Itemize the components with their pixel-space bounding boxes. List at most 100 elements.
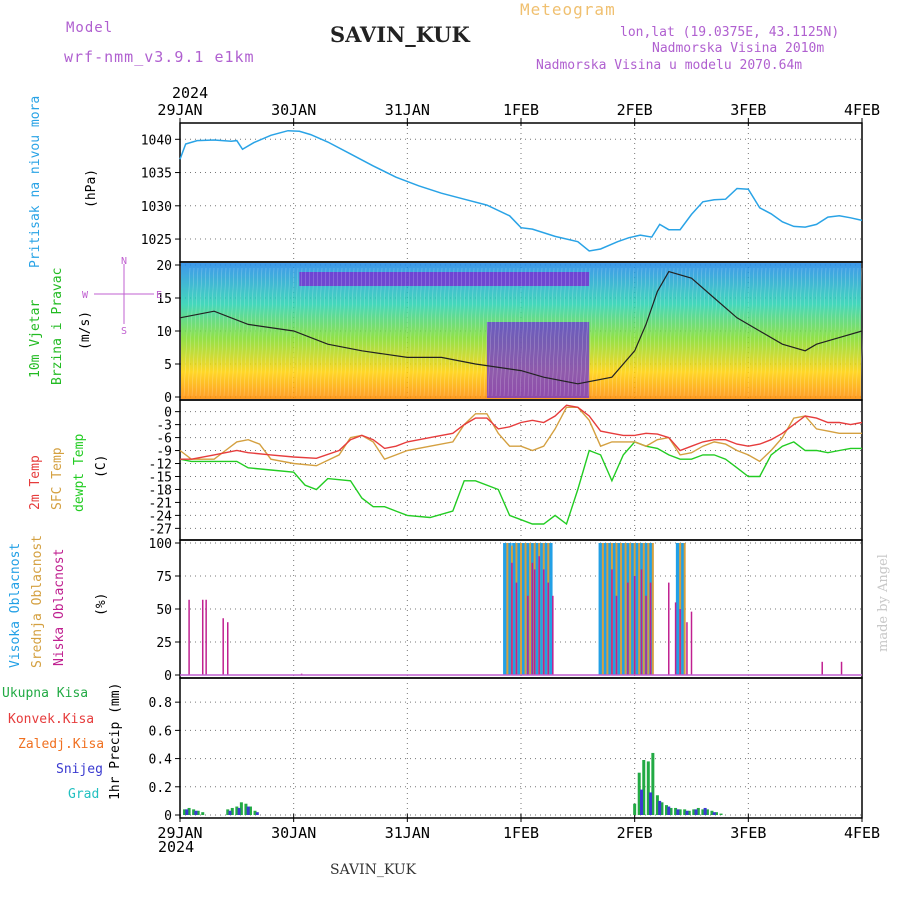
wind-barb (851, 267, 859, 397)
wind-barb (223, 267, 231, 397)
y-tick-label: -27 (149, 522, 172, 537)
wind-barb (631, 267, 639, 397)
wind-barb (215, 267, 223, 397)
wind-barb (791, 267, 799, 397)
wind-barb (391, 267, 399, 397)
wind-barb (755, 267, 763, 397)
station-title: SAVIN_KUK (330, 22, 470, 47)
wind-barb (619, 267, 627, 397)
wind-barb (703, 267, 711, 397)
wind-barb (303, 267, 311, 397)
top-year: 2024 (172, 84, 209, 102)
y-tick-label: 1030 (141, 200, 172, 215)
dewpt-line (179, 441, 862, 526)
legend-ukupna-kisa: Ukupna Kisa (2, 686, 89, 701)
compass-e: E (156, 290, 162, 301)
x-tick-label-bottom: 1FEB (503, 824, 539, 842)
wind-barb (819, 267, 827, 397)
wind-barb (423, 267, 431, 397)
wind-barb (707, 267, 715, 397)
wind-barb (219, 267, 227, 397)
x-tick-label-bottom: 2FEB (617, 824, 653, 842)
wind-barb (859, 267, 867, 397)
wind-barb (807, 267, 815, 397)
compass-n: N (121, 256, 127, 267)
wind-barb (835, 267, 843, 397)
y-tick-label: -18 (149, 483, 172, 498)
wind-barb (671, 267, 679, 397)
wind-barb (243, 267, 251, 397)
wind-barb (195, 267, 203, 397)
wind-barb (183, 267, 191, 397)
wind-barb (279, 267, 287, 397)
wind-barb (775, 267, 783, 397)
model-label: Model (66, 20, 114, 36)
wind-barb (635, 267, 643, 397)
wind-barb (647, 267, 655, 397)
wind-barb (191, 267, 199, 397)
y-tick-label: 20 (156, 259, 172, 274)
wind-band-purple (299, 272, 590, 286)
wind-barb (271, 267, 279, 397)
wind-barb (419, 267, 427, 397)
legend-zaledj-kisa: Zaledj.Kisa (18, 737, 105, 752)
wind-speed-line (179, 270, 863, 385)
wind-barb (359, 267, 367, 397)
wind-barb (679, 267, 687, 397)
wind-barb (551, 267, 559, 397)
wind-barb (599, 267, 607, 397)
wind-barb (655, 267, 663, 397)
wind-barb (211, 267, 219, 397)
wind-barb (823, 267, 831, 397)
wind-barb (351, 267, 359, 397)
model-name: wrf-nmm_v3.9.1 e1km (64, 48, 255, 66)
wind-barb (487, 267, 495, 397)
wind-barb (331, 267, 339, 397)
y-tick-label: 0 (164, 669, 172, 684)
wind-barb (275, 267, 283, 397)
wind-barb (507, 267, 515, 397)
wind-barb (495, 267, 503, 397)
wind-barb (779, 267, 787, 397)
wind-barb (255, 267, 263, 397)
wind-barb (315, 267, 323, 397)
y-tick-label: 50 (156, 603, 172, 618)
y-tick-label: 0 (164, 809, 172, 824)
wind-barb (787, 267, 795, 397)
wind-barb (591, 267, 599, 397)
wind-barb (227, 267, 235, 397)
wind-barb (727, 267, 735, 397)
wind-barb (463, 267, 471, 397)
wind-barb (555, 267, 563, 397)
wind-barb (439, 267, 447, 397)
wind-barb (795, 267, 803, 397)
wind-barb (319, 267, 327, 397)
wind-barb (207, 267, 215, 397)
y-tick-label: 1040 (141, 133, 172, 148)
wind-barb (651, 267, 659, 397)
wind-barb (695, 267, 703, 397)
wind-barb (411, 267, 419, 397)
wind-barb (623, 267, 631, 397)
footer-station: SAVIN_KUK (330, 862, 417, 878)
wind-barb (643, 267, 651, 397)
wind-barb (447, 267, 455, 397)
wind-barb (719, 267, 727, 397)
wind-barb (747, 267, 755, 397)
wind-barb (739, 267, 747, 397)
wind-barb (399, 267, 407, 397)
y-tick-label: -9 (156, 445, 172, 460)
wind-barb (263, 267, 271, 397)
y-tick-label: 0.4 (149, 753, 173, 768)
wind-barb (547, 267, 555, 397)
wind-barb (231, 267, 239, 397)
wind-barb (187, 267, 195, 397)
wind-barb (527, 267, 535, 397)
wind-barb (379, 267, 387, 397)
wind-barb (247, 267, 255, 397)
y-tick-label: 0.6 (149, 724, 172, 739)
wind-barb (451, 267, 459, 397)
wind-barb (767, 267, 775, 397)
wind-barb (491, 267, 499, 397)
wind-barb (803, 267, 811, 397)
